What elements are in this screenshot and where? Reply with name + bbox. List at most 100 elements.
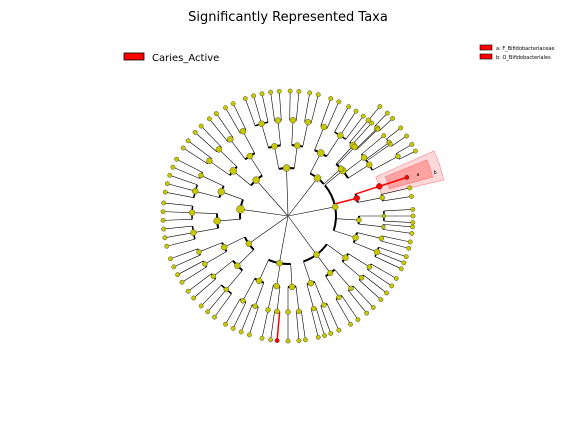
taxon-node bbox=[342, 254, 349, 261]
taxon-node bbox=[171, 264, 177, 270]
significant-node bbox=[376, 183, 383, 190]
taxon-node bbox=[213, 111, 219, 117]
taxon-node bbox=[320, 123, 328, 131]
taxon-node bbox=[384, 290, 389, 296]
branch-line bbox=[356, 232, 382, 239]
taxon-node bbox=[289, 116, 297, 124]
branch-line bbox=[232, 103, 247, 130]
branch-line bbox=[386, 127, 401, 140]
branch-line bbox=[314, 281, 325, 306]
taxon-node bbox=[196, 249, 202, 255]
branch-line bbox=[309, 152, 322, 174]
taxon-node bbox=[160, 209, 166, 215]
taxon-node bbox=[164, 181, 170, 187]
branch-line bbox=[181, 266, 207, 283]
branch-line bbox=[242, 278, 255, 301]
taxon-node bbox=[331, 203, 339, 211]
branch-line bbox=[200, 175, 224, 187]
taxon-node bbox=[366, 264, 373, 270]
taxon-node bbox=[276, 88, 282, 94]
branch-line bbox=[391, 135, 407, 147]
taxon-node bbox=[192, 129, 198, 135]
taxon-node bbox=[409, 142, 415, 147]
clade-key-swatch-a bbox=[479, 44, 493, 51]
clade-key-swatch-b bbox=[479, 53, 493, 60]
taxon-node bbox=[271, 143, 278, 150]
branch-line bbox=[337, 146, 355, 166]
taxon-node bbox=[273, 282, 280, 290]
taxon-node bbox=[360, 154, 368, 161]
taxon-node bbox=[328, 96, 334, 101]
branch-line bbox=[255, 179, 289, 217]
taxon-node bbox=[321, 302, 327, 308]
branch-line bbox=[344, 157, 365, 174]
branch-line bbox=[374, 256, 402, 270]
taxon-node bbox=[240, 298, 246, 304]
branch-line bbox=[325, 276, 340, 298]
branch-line bbox=[233, 170, 252, 186]
branch-line bbox=[249, 155, 263, 176]
branch-line bbox=[383, 224, 413, 228]
taxon-node bbox=[205, 309, 211, 315]
taxon-node bbox=[285, 309, 291, 315]
branch-line bbox=[276, 286, 281, 312]
taxon-node bbox=[356, 217, 362, 223]
branch-line bbox=[347, 164, 370, 179]
taxon-node bbox=[160, 217, 166, 223]
taxon-node bbox=[370, 305, 376, 310]
taxon-node bbox=[274, 308, 280, 315]
taxon-node bbox=[313, 174, 322, 182]
taxon-node bbox=[246, 152, 254, 160]
clade-label-b: b bbox=[433, 170, 436, 176]
branch-line bbox=[183, 147, 208, 164]
taxon-node bbox=[223, 105, 228, 111]
branch-line bbox=[267, 285, 274, 310]
branch-line bbox=[226, 270, 243, 290]
clade-key-label-b: b: O_Bifidobacteriales bbox=[496, 55, 551, 61]
taxon-node bbox=[251, 93, 256, 99]
taxon-node bbox=[202, 261, 208, 267]
taxon-node bbox=[407, 185, 413, 191]
branch-line bbox=[296, 311, 300, 341]
taxon-node bbox=[307, 90, 313, 96]
branch-line bbox=[316, 254, 331, 274]
branch-line bbox=[225, 107, 241, 134]
branch-line bbox=[304, 92, 311, 122]
branch-line bbox=[244, 98, 256, 126]
taxon-node bbox=[348, 321, 353, 327]
branch-line bbox=[348, 253, 370, 268]
branch-line bbox=[213, 260, 234, 277]
clade-highlight-b bbox=[375, 150, 445, 195]
branch-line bbox=[218, 149, 238, 167]
taxon-node bbox=[317, 149, 325, 157]
taxon-node bbox=[373, 248, 381, 256]
branch-line bbox=[295, 286, 300, 312]
taxon-node bbox=[379, 194, 385, 201]
taxon-node bbox=[322, 333, 327, 338]
taxon-node bbox=[403, 254, 409, 260]
taxon-node bbox=[213, 217, 221, 225]
branch-line bbox=[216, 113, 234, 138]
branch-line bbox=[306, 284, 314, 309]
taxon-node bbox=[360, 113, 366, 119]
legend-label-caries-active: Caries_Active bbox=[152, 53, 219, 64]
taxon-node bbox=[227, 136, 234, 143]
taxon-node bbox=[352, 234, 359, 241]
branch-line bbox=[361, 135, 384, 155]
branch-line bbox=[353, 286, 374, 308]
taxon-node bbox=[395, 153, 401, 160]
branch-line bbox=[193, 228, 219, 233]
taxon-node bbox=[206, 116, 212, 122]
branch-line bbox=[355, 185, 380, 195]
taxon-node bbox=[188, 209, 196, 216]
branch-line bbox=[340, 111, 357, 136]
branch-line bbox=[177, 260, 204, 275]
branch-line bbox=[286, 168, 289, 217]
taxon-node bbox=[274, 117, 282, 124]
taxon-node bbox=[409, 230, 415, 236]
taxon-node bbox=[265, 307, 271, 313]
branch-line bbox=[323, 168, 342, 185]
taxon-node bbox=[230, 325, 236, 331]
branch-line bbox=[315, 307, 325, 336]
